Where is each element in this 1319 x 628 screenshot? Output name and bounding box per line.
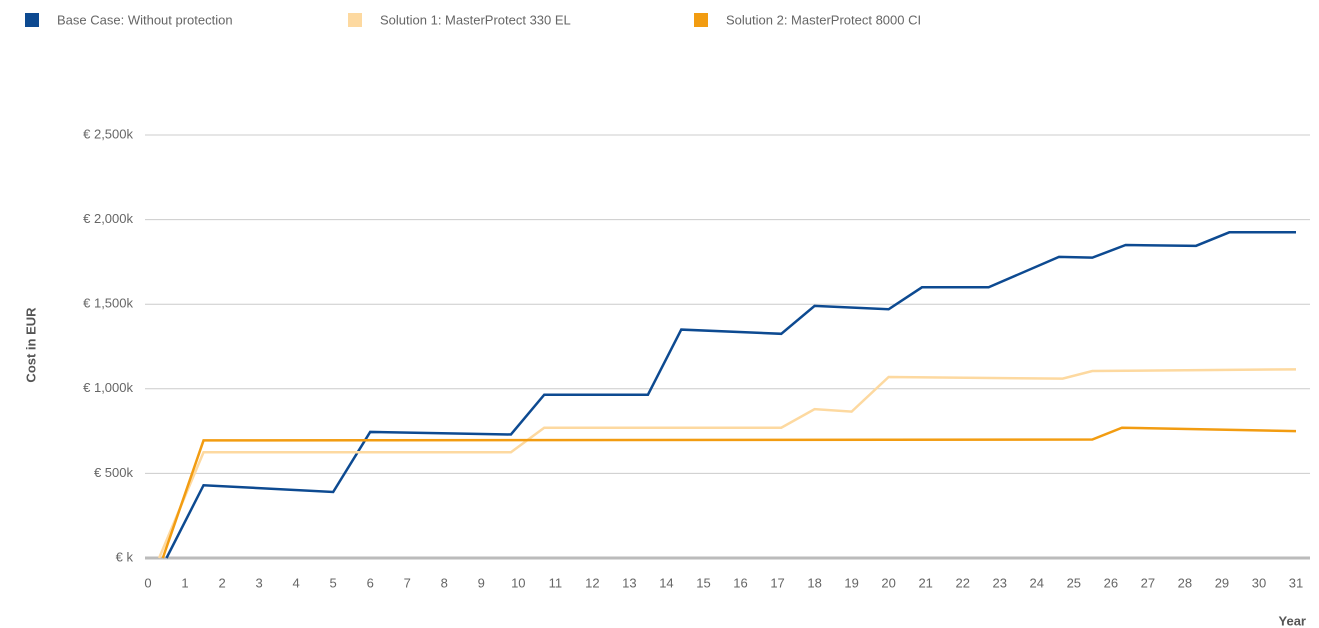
x-tick-label: 17 [770,575,784,590]
x-tick-label: 23 [993,575,1007,590]
x-tick-label: 3 [255,575,262,590]
y-tick-label: € 1,000k [83,380,133,395]
x-tick-label: 18 [807,575,821,590]
series-line [157,368,1297,559]
x-tick-label: 24 [1030,575,1044,590]
x-tick-label: 31 [1289,575,1303,590]
x-tick-label: 5 [330,575,337,590]
x-tick-label: 12 [585,575,599,590]
x-tick-label: 10 [511,575,525,590]
y-tick-label: € k [116,549,134,564]
x-tick-label: 4 [293,575,300,590]
x-tick-label: 15 [696,575,710,590]
y-tick-label: € 500k [94,465,134,480]
x-tick-label: 14 [659,575,673,590]
x-tick-label: 28 [1178,575,1192,590]
y-tick-label: € 2,000k [83,211,133,226]
x-tick-label: 11 [549,575,563,590]
x-tick-label: 29 [1215,575,1229,590]
x-tick-label: 20 [881,575,895,590]
x-tick-label: 6 [367,575,374,590]
x-tick-label: 21 [918,575,932,590]
x-tick-label: 22 [955,575,969,590]
x-tick-label: 26 [1104,575,1118,590]
x-tick-label: 9 [478,575,485,590]
series-line [165,231,1296,559]
x-tick-label: 8 [441,575,448,590]
x-tick-label: 13 [622,575,636,590]
legend-label: Solution 1: MasterProtect 330 EL [380,12,571,27]
x-tick-label: 30 [1252,575,1266,590]
x-tick-label: 25 [1067,575,1081,590]
legend-label: Base Case: Without protection [57,12,233,27]
y-tick-label: € 2,500k [83,126,133,141]
x-tick-label: 27 [1141,575,1155,590]
y-axis-title: Cost in EUR [23,307,38,383]
legend-label: Solution 2: MasterProtect 8000 CI [726,12,921,27]
y-tick-label: € 1,500k [83,296,133,311]
x-axis-title: Year [1279,613,1306,628]
x-tick-label: 19 [844,575,858,590]
legend-swatch [25,13,39,27]
series-line [161,426,1297,559]
x-tick-label: 7 [404,575,411,590]
legend-swatch [694,13,708,27]
x-tick-label: 2 [218,575,225,590]
x-tick-label: 16 [733,575,747,590]
x-tick-label: 1 [181,575,188,590]
x-tick-label: 0 [144,575,151,590]
legend-swatch [348,13,362,27]
